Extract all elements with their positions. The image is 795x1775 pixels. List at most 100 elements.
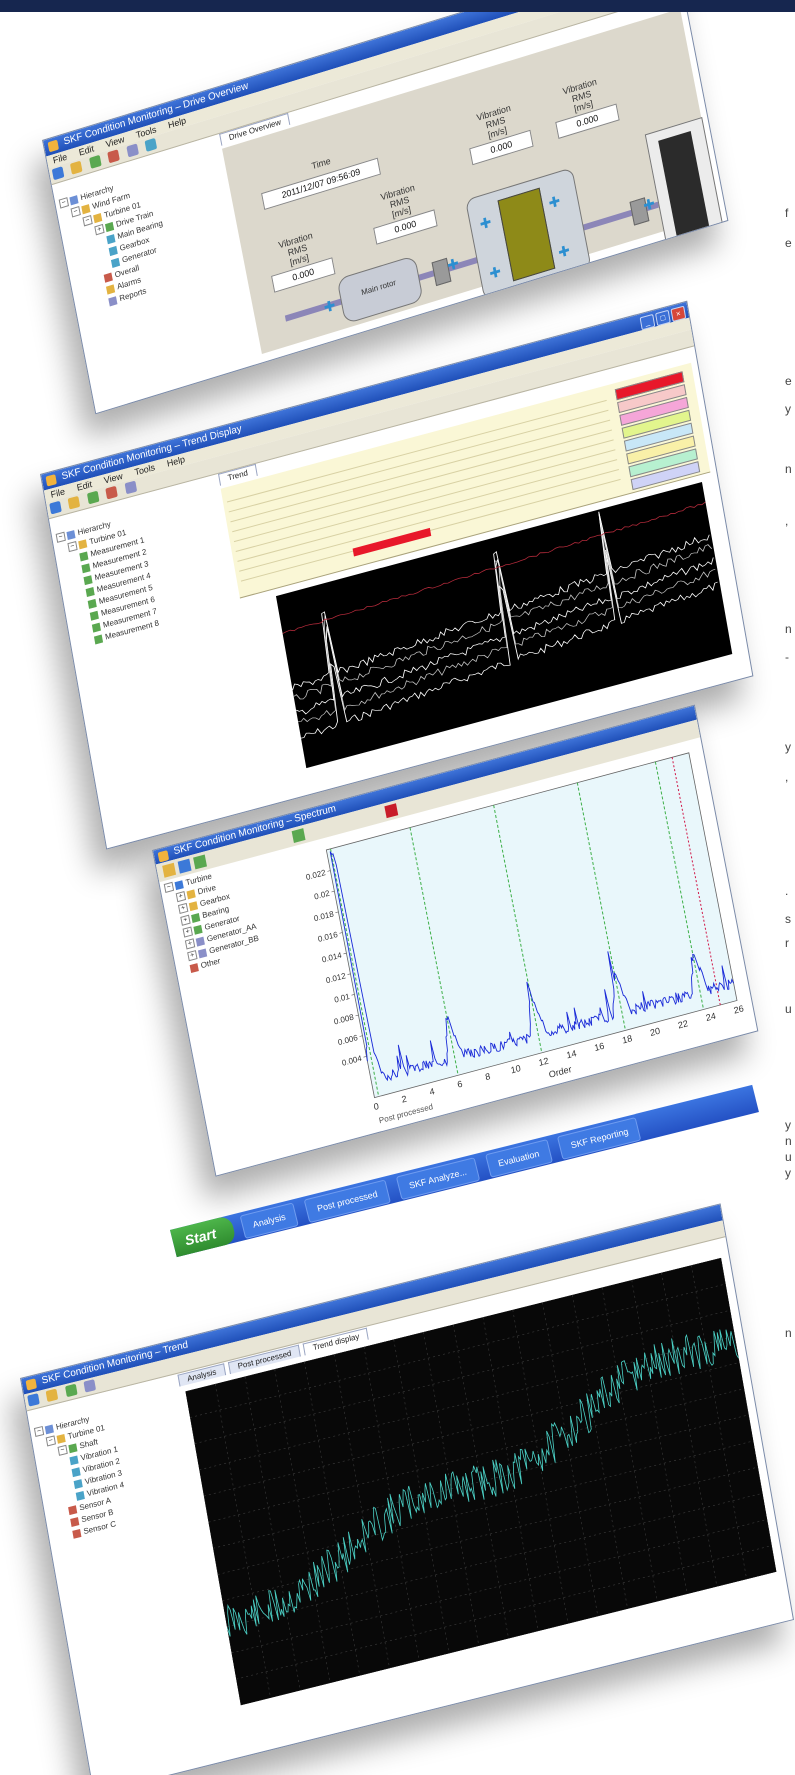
trend-panel	[220, 362, 745, 796]
trend-line	[295, 512, 714, 715]
x-tick-label: 24	[705, 1011, 717, 1023]
clipped-text-fragment: ,	[785, 770, 789, 784]
grid-line	[217, 1440, 754, 1575]
clipped-text-fragment: e	[785, 374, 792, 388]
zoom-icon[interactable]	[144, 137, 158, 152]
clipped-text-fragment: n	[785, 1326, 792, 1340]
grid-line	[190, 1283, 726, 1418]
trend-plot[interactable]	[275, 481, 733, 769]
clipped-text-fragment: .	[785, 884, 789, 898]
trend-plot-svg	[185, 1257, 777, 1706]
refresh-icon[interactable]	[88, 154, 102, 169]
clipped-text-fragment: u	[785, 1150, 792, 1164]
grid-line	[231, 1519, 768, 1654]
open-icon[interactable]	[51, 166, 65, 181]
open-icon[interactable]	[49, 500, 62, 515]
print-icon[interactable]	[83, 1379, 97, 1393]
play-icon[interactable]	[291, 828, 306, 844]
y-tick	[347, 973, 351, 975]
x-axis-label: Order	[548, 1064, 572, 1080]
grid-line	[240, 1571, 777, 1706]
grid-line	[226, 1492, 763, 1628]
stop-icon[interactable]	[384, 803, 399, 819]
grid-line	[236, 1545, 772, 1680]
open-icon[interactable]	[27, 1393, 40, 1407]
y-tick-label: 0.008	[333, 1012, 355, 1026]
clipped-text-fragment: e	[785, 236, 792, 250]
harmonic-marker	[409, 827, 459, 1076]
taskbar-item[interactable]: Post processed	[303, 1179, 391, 1224]
y-tick-label: 0.018	[313, 909, 335, 923]
print-icon[interactable]	[126, 143, 139, 158]
clipped-text-fragment: y	[785, 740, 791, 754]
refresh-icon[interactable]	[193, 854, 208, 870]
y-tick	[335, 911, 339, 913]
clipped-text-fragment: n	[785, 1134, 792, 1148]
y-tick-label: 0.02	[313, 889, 330, 902]
folder-icon[interactable]	[46, 1388, 59, 1402]
app-icon	[47, 139, 60, 153]
y-tick	[351, 994, 355, 996]
trend-line	[298, 525, 716, 723]
spectrum-line	[329, 851, 735, 1082]
trend-plot[interactable]	[185, 1257, 777, 1706]
refresh-icon[interactable]	[86, 490, 100, 505]
top-banner	[0, 0, 795, 12]
clipped-text-fragment: r	[785, 936, 789, 950]
harmonic-marker	[330, 848, 380, 1097]
x-tick-label: 22	[677, 1018, 689, 1030]
trend-series	[226, 1329, 740, 1637]
refresh-icon[interactable]	[64, 1383, 78, 1398]
spectrum-chart[interactable]: 024681012141618202224260.0040.0060.0080.…	[285, 740, 752, 1138]
clipped-text-fragment: n	[785, 622, 792, 636]
chart-icon[interactable]	[177, 858, 192, 874]
y-tick	[359, 1035, 363, 1037]
x-tick-label: 10	[510, 1063, 522, 1075]
stop-icon[interactable]	[105, 485, 119, 500]
y-tick-label: 0.006	[337, 1033, 359, 1047]
window-spectrum: SKF Condition Monitoring – Spectrum −Tur…	[152, 704, 759, 1177]
y-tick	[355, 1014, 359, 1017]
stop-icon[interactable]	[107, 149, 121, 164]
y-tick	[339, 932, 343, 934]
x-tick-label: 18	[621, 1033, 633, 1045]
folder-icon[interactable]	[68, 495, 81, 510]
limit-line	[282, 501, 706, 634]
x-tick-label: 4	[429, 1086, 436, 1097]
app-icon	[45, 474, 57, 487]
clipped-text-fragment: ,	[785, 514, 789, 528]
window-trend-display: SKF Condition Monitoring – Trend Display…	[40, 300, 754, 850]
clipped-text-fragment: y	[785, 402, 791, 416]
clipped-text-fragment: f	[785, 206, 789, 220]
x-tick-label: 12	[538, 1056, 550, 1068]
harmonic-marker	[576, 782, 626, 1031]
x-tick-label: 14	[566, 1048, 578, 1060]
clipped-text-fragment: u	[785, 1002, 792, 1016]
taskbar-item[interactable]: SKF Reporting	[557, 1116, 642, 1160]
x-tick-label: 2	[401, 1094, 408, 1105]
y-tick-label: 0.01	[334, 992, 351, 1005]
x-tick-label: 6	[456, 1079, 463, 1090]
start-button[interactable]: Start	[170, 1215, 237, 1258]
harmonic-marker	[493, 804, 543, 1053]
y-tick	[327, 870, 331, 872]
folder-icon[interactable]	[70, 160, 84, 175]
x-tick-label: 26	[733, 1003, 745, 1015]
clipped-text-fragment: n	[785, 462, 792, 476]
folder-icon[interactable]	[162, 862, 177, 878]
grid-line	[208, 1388, 745, 1523]
y-tick-label: 0.004	[341, 1054, 363, 1068]
trend-line	[301, 549, 718, 739]
grid-line	[203, 1362, 740, 1497]
clipped-text-fragment: s	[785, 912, 791, 926]
taskbar-item[interactable]: Analysis	[239, 1202, 299, 1240]
grid-line	[194, 1309, 731, 1445]
y-tick	[363, 1056, 367, 1058]
y-tick	[331, 890, 335, 893]
print-icon[interactable]	[124, 480, 137, 495]
taskbar-item[interactable]: Evaluation	[484, 1139, 553, 1178]
taskbar-item[interactable]: SKF Analyze...	[395, 1157, 481, 1201]
plot-area	[325, 752, 738, 1099]
generator-label: Generator RMS [m/s]	[674, 255, 716, 295]
